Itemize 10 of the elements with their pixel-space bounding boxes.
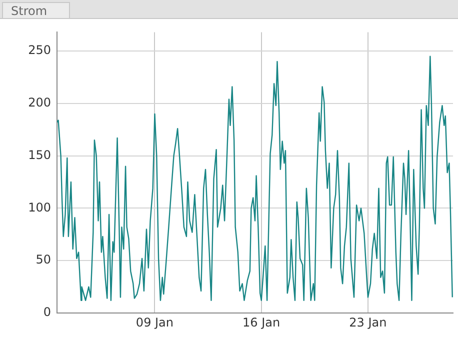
y-tick-label: 0 [43,305,51,320]
y-tick-label: 150 [28,148,51,162]
x-tick-label: 23 Jan [349,315,387,330]
y-tick-label: 250 [28,43,51,58]
y-tick-label: 200 [28,96,51,110]
x-tick-label: 16 Jan [242,315,280,330]
x-tick-label: 09 Jan [136,315,174,330]
y-tick-label: 100 [28,200,51,214]
chart-title: Strom [2,2,70,18]
y-tick-label: 50 [36,252,51,267]
